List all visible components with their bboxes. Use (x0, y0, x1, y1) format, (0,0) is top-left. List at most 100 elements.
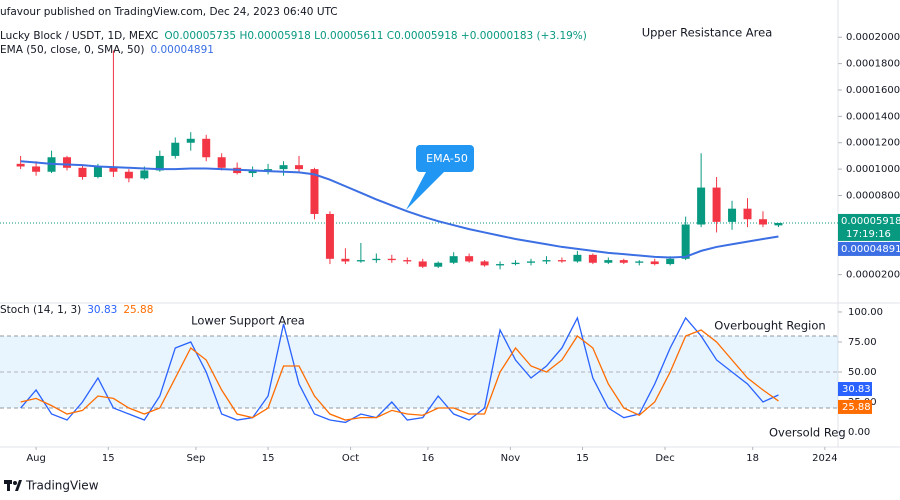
last-value-label: 30.83 (842, 384, 871, 395)
candle-body (774, 222, 783, 226)
candle-body (32, 166, 41, 172)
last-price-box (838, 213, 900, 241)
x-tick-label: Nov (501, 453, 521, 464)
x-tick-label: 2024 (812, 453, 837, 464)
ema-value-label: 0.00004891 (841, 244, 900, 255)
last-value-box (838, 382, 872, 397)
candle-body (728, 208, 737, 222)
candle-body (557, 260, 566, 262)
candle-body (248, 170, 257, 174)
candle-body (387, 258, 396, 261)
candle-body (63, 157, 72, 168)
y-tick-label: 75.00 (848, 337, 877, 348)
candle-body (155, 155, 164, 171)
candle-body (78, 167, 87, 178)
candle-body (465, 256, 474, 262)
candle-body (403, 260, 412, 262)
candle-body (109, 166, 118, 172)
y-tick-label: 50.00 (848, 367, 877, 378)
annotation: Lower Support Area (191, 314, 305, 328)
candle-body (217, 157, 226, 168)
candle-body (341, 258, 350, 262)
ema-legend: EMA (50, close, 0, SMA, 50) (0, 44, 144, 56)
countdown-label: 17:19:16 (846, 229, 891, 240)
footer-logo (4, 480, 22, 491)
candle-body (186, 138, 195, 143)
candle-body (279, 165, 288, 170)
ema-value-box (838, 241, 900, 256)
candle-body (604, 260, 613, 263)
stoch-d-legend: 25.88 (123, 304, 153, 316)
callout-box (406, 145, 474, 210)
x-tick-label: Aug (26, 453, 46, 464)
candle-body (356, 260, 365, 262)
x-tick-label: Sep (186, 453, 205, 464)
candle-body (295, 165, 304, 170)
candle-body (418, 261, 427, 267)
annotation: Oversold Reg (769, 426, 846, 440)
candle-body (202, 138, 211, 158)
candle-body (449, 256, 458, 263)
x-tick-label: 15 (262, 453, 275, 464)
ema-legend-value: 0.00004891 (150, 44, 213, 56)
candle-body (681, 224, 690, 259)
candle-body (635, 261, 644, 263)
candle-body (264, 169, 273, 171)
symbol-legend: Lucky Block / USDT, 1D, MEXC (0, 30, 158, 42)
source-note: ufavour published on TradingView.com, De… (0, 6, 338, 18)
candle-body (697, 187, 706, 225)
x-tick-label: 15 (102, 453, 115, 464)
candle-body (124, 171, 133, 179)
candle-body (650, 261, 659, 265)
x-tick-label: 18 (746, 453, 759, 464)
candle-body (619, 260, 628, 263)
candle-body (310, 169, 319, 214)
ema-line (20, 160, 779, 259)
footer-brand: TradingView (25, 479, 99, 493)
candle-body (526, 261, 535, 263)
stoch-legend: Stoch (14, 1, 3) (0, 304, 81, 316)
candle-body (171, 142, 180, 156)
annotation: Overbought Region (714, 319, 825, 333)
candle-body (16, 163, 25, 167)
candle-body (372, 258, 381, 261)
candle-body (496, 264, 505, 266)
candle-body (140, 170, 149, 179)
y-tick-label: 0.00 (848, 427, 870, 438)
stoch-line (20, 329, 779, 421)
candle-body (325, 213, 334, 259)
ohlc-legend: O0.00005735 H0.00005918 L0.00005611 C0.0… (164, 30, 586, 42)
candle-body (573, 254, 582, 262)
x-tick-label: 16 (422, 453, 435, 464)
candle-body (93, 166, 102, 178)
candle-body (666, 258, 675, 265)
candle-body (434, 262, 443, 267)
candle-body (511, 262, 520, 265)
candle-body (743, 208, 752, 220)
x-tick-label: 15 (576, 453, 589, 464)
annotation: Upper Resistance Area (642, 26, 773, 40)
stoch-line (20, 316, 779, 424)
last-value-label: 25.88 (842, 402, 871, 413)
x-tick-label: Oct (342, 453, 359, 464)
candle-body (758, 219, 767, 225)
candle-body (542, 260, 551, 262)
y-tick-label: 0.00020000 (846, 32, 900, 43)
callout-text: EMA-50 (426, 152, 468, 165)
candle-body (480, 261, 489, 266)
last-price-label: 0.00005918 (841, 216, 900, 227)
candle-body (588, 254, 597, 263)
stoch-k-legend: 30.83 (87, 304, 117, 316)
candle-body (712, 187, 721, 222)
x-tick-label: Dec (655, 453, 674, 464)
band-fill (0, 335, 838, 409)
last-value-box (838, 399, 872, 414)
